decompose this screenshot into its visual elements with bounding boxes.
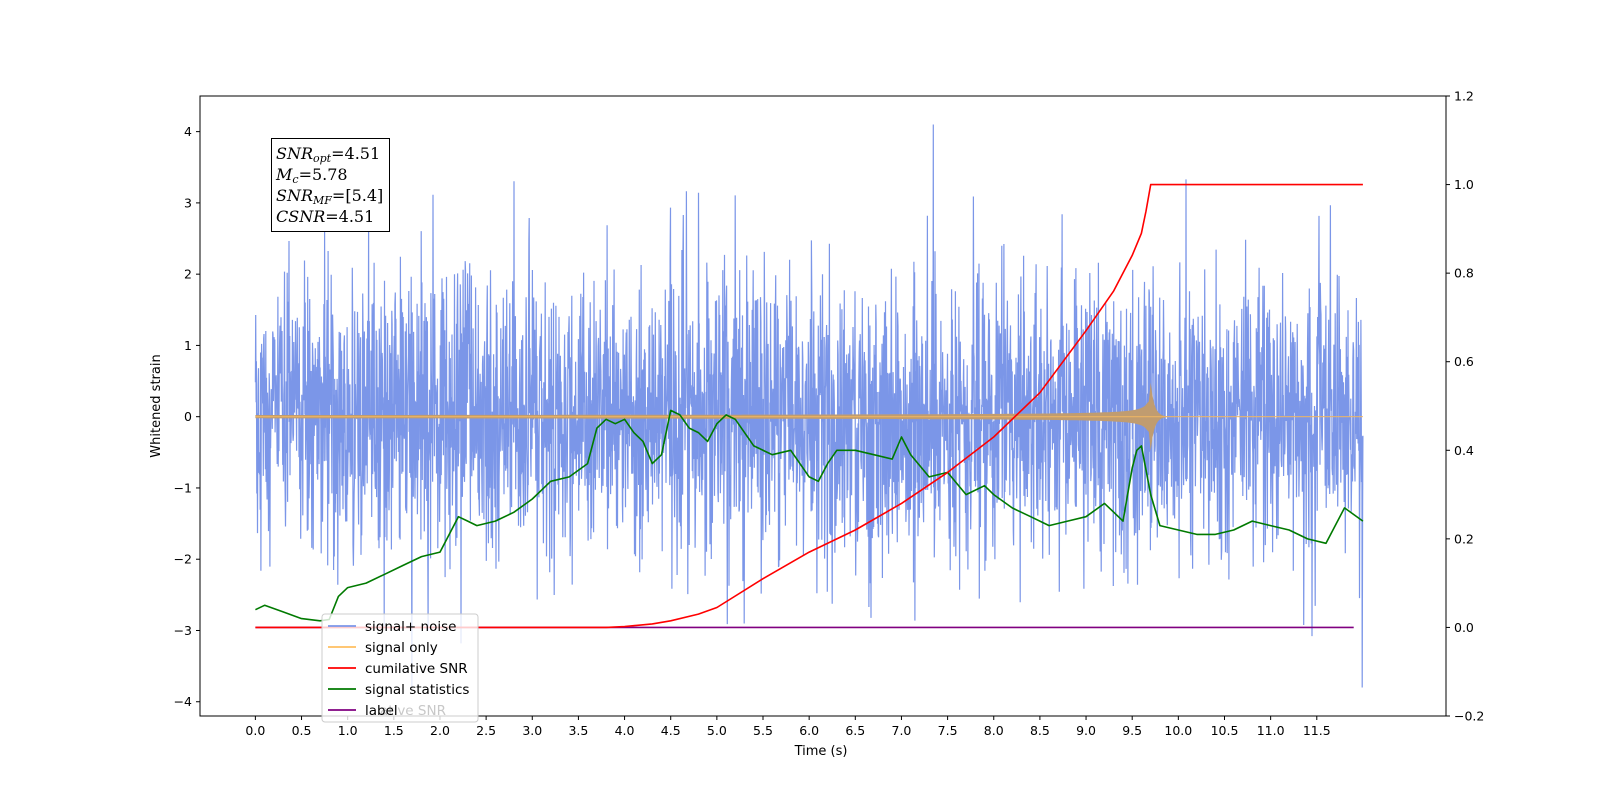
plot-frame: [199, 95, 1447, 717]
y-tick-label: −1: [174, 480, 192, 495]
x-tick-label: 1.5: [384, 723, 404, 738]
x-tick-label: 4.0: [615, 723, 635, 738]
snr-opt-annotation: SNRopt=4.51: [276, 144, 381, 165]
x-tick-label: 8.0: [984, 723, 1004, 738]
y-tick-label: 1: [184, 338, 192, 353]
snr-mf-annotation: SNRMF=[5.4]: [276, 186, 384, 207]
y2-tick-label: 0.2: [1454, 531, 1474, 546]
x-tick-label: 5.0: [707, 723, 727, 738]
x-tick-label: 0.5: [292, 723, 312, 738]
x-tick-label: 1.0: [338, 723, 358, 738]
x-tick-label: 10.5: [1211, 723, 1239, 738]
y2-tick-label: −0.2: [1454, 709, 1484, 724]
y2-tick-label: 0.8: [1454, 266, 1474, 281]
legend-entry: signal only: [365, 640, 438, 656]
y2-tick-label: 1.2: [1454, 89, 1474, 104]
x-tick-label: 6.0: [799, 723, 819, 738]
y-tick-label: −4: [174, 694, 192, 709]
x-tick-label: 6.5: [845, 723, 865, 738]
y2-tick-label: 0.0: [1454, 620, 1474, 635]
x-tick-label: 0.0: [245, 723, 265, 738]
x-tick-label: 11.5: [1303, 723, 1331, 738]
y2-tick-label: 0.6: [1454, 354, 1474, 369]
x-tick-label: 2.0: [430, 723, 450, 738]
legend-entry: cumilative SNR: [365, 661, 468, 677]
legend-entry: signal+ noise: [365, 619, 456, 635]
legend: ative SNR signal+ noise signal only cumilat…: [321, 613, 479, 723]
x-tick-label: 9.5: [1122, 723, 1142, 738]
x-tick-label: 3.0: [522, 723, 542, 738]
annotation-box: SNRopt=4.51 Mc=5.78 SNRMF=[5.4] CSNR=4.5…: [271, 138, 391, 232]
legend-box: [321, 613, 479, 723]
y-axis-right: 1.2 1.0 0.8 0.6 0.4 0.2 0.0 −0.2: [1446, 89, 1484, 724]
series-signal-noise: [254, 124, 1364, 688]
y-tick-label: −3: [174, 623, 192, 638]
y-tick-label: −2: [174, 552, 192, 567]
x-tick-label: 11.0: [1257, 723, 1285, 738]
legend-ghost-entry: ative SNR: [380, 703, 446, 719]
mc-annotation: Mc=5.78: [276, 165, 348, 186]
plot-area: [254, 124, 1364, 688]
x-tick-label: 5.5: [753, 723, 773, 738]
legend-entry: signal statistics: [365, 682, 469, 698]
csnr-annotation: CSNR=4.51: [276, 207, 375, 226]
y-tick-label: 2: [184, 267, 192, 282]
x-tick-label: 7.5: [938, 723, 958, 738]
x-axis-label: Time (s): [794, 744, 848, 759]
x-tick-label: 10.0: [1164, 723, 1192, 738]
y-tick-label: 3: [184, 195, 192, 210]
y2-tick-label: 0.4: [1454, 443, 1474, 458]
x-tick-label: 2.5: [476, 723, 496, 738]
x-tick-label: 8.5: [1030, 723, 1050, 738]
y2-tick-label: 1.0: [1454, 177, 1474, 192]
x-tick-label: 3.5: [568, 723, 588, 738]
x-axis: 0.0 0.5 1.0 1.5 2.0 2.5 3.0 3.5 4.0 4.5 5.0 5.5 6.0 6…: [245, 716, 1331, 738]
x-tick-label: 7.0: [892, 723, 912, 738]
series-signal-statistics: [255, 409, 1364, 622]
y-axis-left: 4 3 2 1 0 −1 −2 −3 −4: [174, 124, 200, 709]
y-tick-label: 4: [184, 124, 192, 139]
x-tick-label: 4.5: [661, 723, 681, 738]
x-tick-label: 9.0: [1076, 723, 1096, 738]
y-axis-label: Whitened strain: [149, 354, 164, 457]
legend-entry: label: [365, 703, 398, 719]
y-tick-label: 0: [184, 409, 192, 424]
series-cumulative-snr: [255, 183, 1363, 629]
